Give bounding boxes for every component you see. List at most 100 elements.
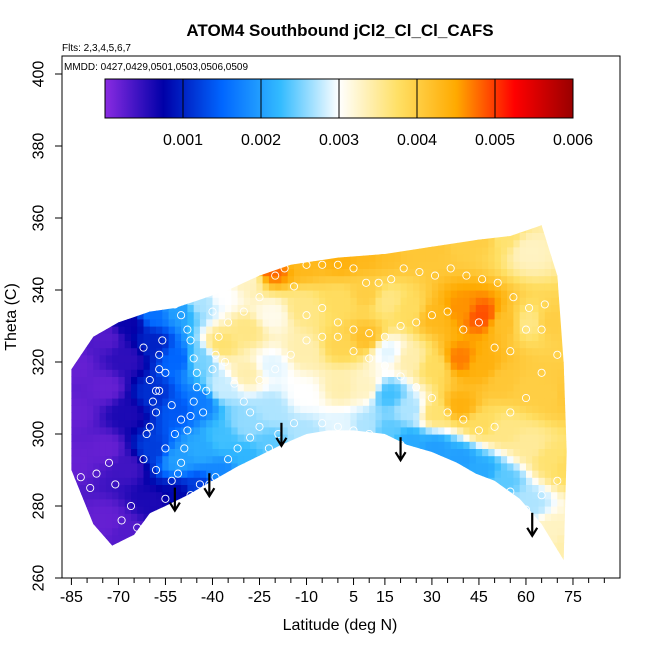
heatmap-cell — [450, 318, 458, 327]
heatmap-cell — [375, 333, 383, 341]
heatmap-cell — [71, 268, 76, 277]
heatmap-cell — [362, 426, 370, 435]
heatmap-cell — [362, 520, 370, 529]
heatmap-cell — [475, 556, 483, 560]
heatmap-cell — [312, 232, 320, 241]
heatmap-cell — [149, 470, 157, 478]
heatmap-cell — [74, 239, 82, 248]
heatmap-cell — [212, 556, 220, 560]
heatmap-cell — [243, 556, 251, 560]
heatmap-cell — [174, 534, 182, 543]
heatmap-cell — [125, 211, 132, 219]
heatmap-cell — [212, 275, 220, 284]
heatmap-cell — [388, 498, 395, 507]
heatmap-cell — [526, 383, 533, 392]
heatmap-cell — [325, 333, 333, 341]
heatmap-cell — [237, 549, 245, 557]
heatmap-cell — [356, 290, 364, 298]
heatmap-cell — [394, 520, 402, 529]
heatmap-cell — [381, 448, 389, 457]
sample-marker — [289, 419, 299, 428]
heatmap-cell — [444, 484, 452, 493]
heatmap-cell — [563, 246, 567, 255]
heatmap-cell — [375, 513, 383, 521]
heatmap-cell — [162, 225, 170, 233]
heatmap-cell — [563, 527, 567, 536]
heatmap-cell — [526, 390, 533, 399]
heatmap-cell — [231, 527, 239, 536]
heatmap-cell — [463, 232, 471, 241]
heatmap-cell — [131, 542, 138, 550]
heatmap-cell — [71, 398, 76, 406]
heatmap-cell — [143, 549, 151, 557]
heatmap-cell — [469, 268, 477, 277]
heatmap-cell — [532, 398, 540, 406]
heatmap-cell — [99, 556, 107, 560]
heatmap-cell — [143, 261, 151, 269]
heatmap-cell — [463, 520, 471, 529]
heatmap-cell — [143, 362, 151, 370]
heatmap-cell — [306, 333, 314, 341]
heatmap-cell — [237, 304, 245, 313]
heatmap-cell — [218, 491, 226, 500]
heatmap-cell — [551, 326, 558, 334]
heatmap-cell — [362, 549, 370, 557]
heatmap-cell — [250, 347, 257, 356]
heatmap-cell — [425, 534, 433, 543]
heatmap-cell — [80, 520, 88, 529]
heatmap-cell — [275, 470, 283, 478]
heatmap-cell — [74, 455, 82, 464]
heatmap-cell — [551, 564, 558, 572]
heatmap-cell — [344, 254, 351, 262]
heatmap-cell — [544, 383, 552, 392]
heatmap-cell — [438, 470, 446, 478]
heatmap-cell — [344, 434, 351, 442]
heatmap-cell — [381, 491, 389, 500]
heatmap-cell — [362, 318, 370, 327]
heatmap-cell — [362, 225, 370, 226]
heatmap-cell — [557, 506, 565, 514]
heatmap-cell — [99, 282, 107, 291]
heatmap-cell — [74, 340, 82, 349]
heatmap-cell — [218, 347, 226, 356]
heatmap-cell — [105, 520, 113, 529]
heatmap-cell — [394, 542, 402, 550]
heatmap-cell — [438, 304, 446, 313]
heatmap-cell — [457, 340, 464, 349]
heatmap-cell — [131, 520, 138, 529]
heatmap-cell — [275, 390, 283, 399]
heatmap-cell — [400, 254, 408, 262]
heatmap-cell — [356, 261, 364, 269]
sample-marker — [349, 325, 358, 334]
heatmap-cell — [469, 419, 477, 428]
heatmap-cell — [218, 232, 226, 241]
heatmap-cell — [187, 282, 195, 291]
heatmap-cell — [413, 564, 420, 572]
heatmap-cell — [519, 225, 527, 226]
heatmap-cell — [219, 211, 226, 219]
heatmap-cell — [149, 477, 157, 485]
heatmap-cell — [526, 275, 533, 284]
heatmap-cell — [143, 513, 151, 521]
heatmap-cell — [225, 534, 232, 543]
heatmap-cell — [124, 398, 132, 406]
heatmap-cell — [287, 398, 295, 406]
heatmap-cell — [375, 484, 383, 493]
heatmap-cell — [425, 477, 433, 485]
heatmap-cell — [413, 491, 420, 500]
heatmap-cell — [225, 477, 232, 485]
heatmap-cell — [526, 564, 533, 572]
heatmap-cell — [388, 297, 395, 305]
heatmap-cell — [319, 347, 326, 356]
heatmap-cell — [519, 254, 527, 262]
heatmap-cell — [350, 211, 357, 219]
heatmap-cell — [105, 362, 113, 370]
heatmap-cell — [544, 542, 552, 550]
heatmap-cell — [369, 470, 377, 478]
heatmap-cell — [306, 412, 314, 421]
heatmap-cell — [112, 275, 120, 284]
heatmap-cell — [350, 527, 358, 536]
heatmap-cell — [450, 354, 458, 363]
heatmap-cell — [187, 239, 195, 248]
heatmap-cell — [71, 390, 76, 399]
